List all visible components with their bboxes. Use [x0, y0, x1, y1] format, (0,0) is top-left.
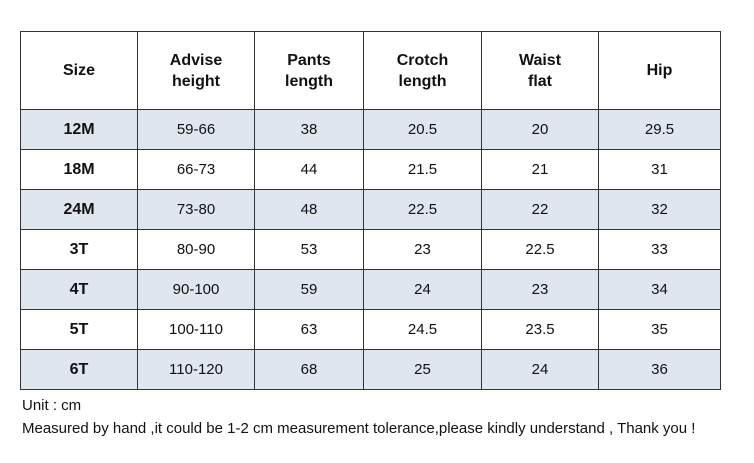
value-cell: 33 [598, 229, 721, 270]
value-cell: 21.5 [363, 149, 482, 190]
note-line: Measured by hand ,it could be 1-2 cm mea… [22, 420, 696, 437]
size-cell: 18M [20, 149, 138, 190]
value-cell: 20 [481, 109, 599, 150]
header-cell: Hip [598, 31, 721, 110]
header-cell: Advise height [137, 31, 255, 110]
value-cell: 63 [254, 309, 364, 350]
value-cell: 23.5 [481, 309, 599, 350]
value-cell: 66-73 [137, 149, 255, 190]
table-body: 12M 59-66 38 20.5 20 29.5 18M 66-73 44 21.5 21 31 24… [20, 109, 721, 390]
value-cell: 23 [363, 229, 482, 270]
header-line: length [398, 72, 447, 90]
value-cell: 31 [598, 149, 721, 190]
value-cell: 21 [481, 149, 599, 190]
table-row: 5T 100-110 63 24.5 23.5 35 [20, 309, 721, 350]
header-line: Size [62, 62, 95, 79]
value-cell: 48 [254, 189, 364, 230]
value-cell: 38 [254, 109, 364, 150]
size-cell: 12M [20, 109, 138, 150]
value-cell: 36 [598, 349, 721, 390]
value-cell: 24 [363, 269, 482, 310]
value-cell: 53 [254, 229, 364, 270]
header-line: Advise [169, 51, 223, 69]
table-row: 6T 110-120 68 25 24 36 [20, 349, 721, 390]
header-line: height [172, 72, 220, 90]
size-cell: 24M [20, 189, 138, 230]
value-cell: 68 [254, 349, 364, 390]
header-line: Waist [518, 51, 562, 69]
value-cell: 22 [481, 189, 599, 230]
table-row: 12M 59-66 38 20.5 20 29.5 [20, 109, 721, 150]
value-cell: 22.5 [481, 229, 599, 270]
header-line: Hip [646, 62, 673, 79]
header-line: length [285, 72, 333, 90]
header-cell: Waist flat [481, 31, 599, 110]
table-row: 4T 90-100 59 24 23 34 [20, 269, 721, 310]
value-cell: 59 [254, 269, 364, 310]
notes: Unit : cm Measured by hand ,it could be 1… [22, 394, 695, 440]
value-cell: 90-100 [137, 269, 255, 310]
size-cell: 4T [20, 269, 138, 310]
table-row: 24M 73-80 48 22.5 22 32 [20, 189, 721, 230]
value-cell: 73-80 [137, 189, 255, 230]
size-table: Size Advise height Pants length Crotch length W… [20, 31, 721, 390]
header-line: flat [528, 72, 552, 90]
header-cell: Pants length [254, 31, 364, 110]
value-cell: 25 [363, 349, 482, 390]
header-cell: Crotch length [363, 31, 482, 110]
value-cell: 35 [598, 309, 721, 350]
value-cell: 110-120 [137, 349, 255, 390]
value-cell: 22.5 [363, 189, 482, 230]
header-line: Pants [287, 51, 331, 69]
header-row: Size Advise height Pants length Crotch length W… [20, 31, 721, 110]
size-cell: 5T [20, 309, 138, 350]
note-line: Unit : cm [22, 397, 82, 414]
size-cell: 3T [20, 229, 138, 270]
value-cell: 29.5 [598, 109, 721, 150]
size-cell: 6T [20, 349, 138, 390]
header-cell: Size [20, 31, 138, 110]
value-cell: 44 [254, 149, 364, 190]
value-cell: 32 [598, 189, 721, 230]
header-line: Crotch [396, 51, 449, 69]
value-cell: 59-66 [137, 109, 255, 150]
table-row: 3T 80-90 53 23 22.5 33 [20, 229, 721, 270]
value-cell: 24 [481, 349, 599, 390]
value-cell: 23 [481, 269, 599, 310]
value-cell: 24.5 [363, 309, 482, 350]
value-cell: 80-90 [137, 229, 255, 270]
value-cell: 20.5 [363, 109, 482, 150]
table-row: 18M 66-73 44 21.5 21 31 [20, 149, 721, 190]
value-cell: 34 [598, 269, 721, 310]
value-cell: 100-110 [137, 309, 255, 350]
